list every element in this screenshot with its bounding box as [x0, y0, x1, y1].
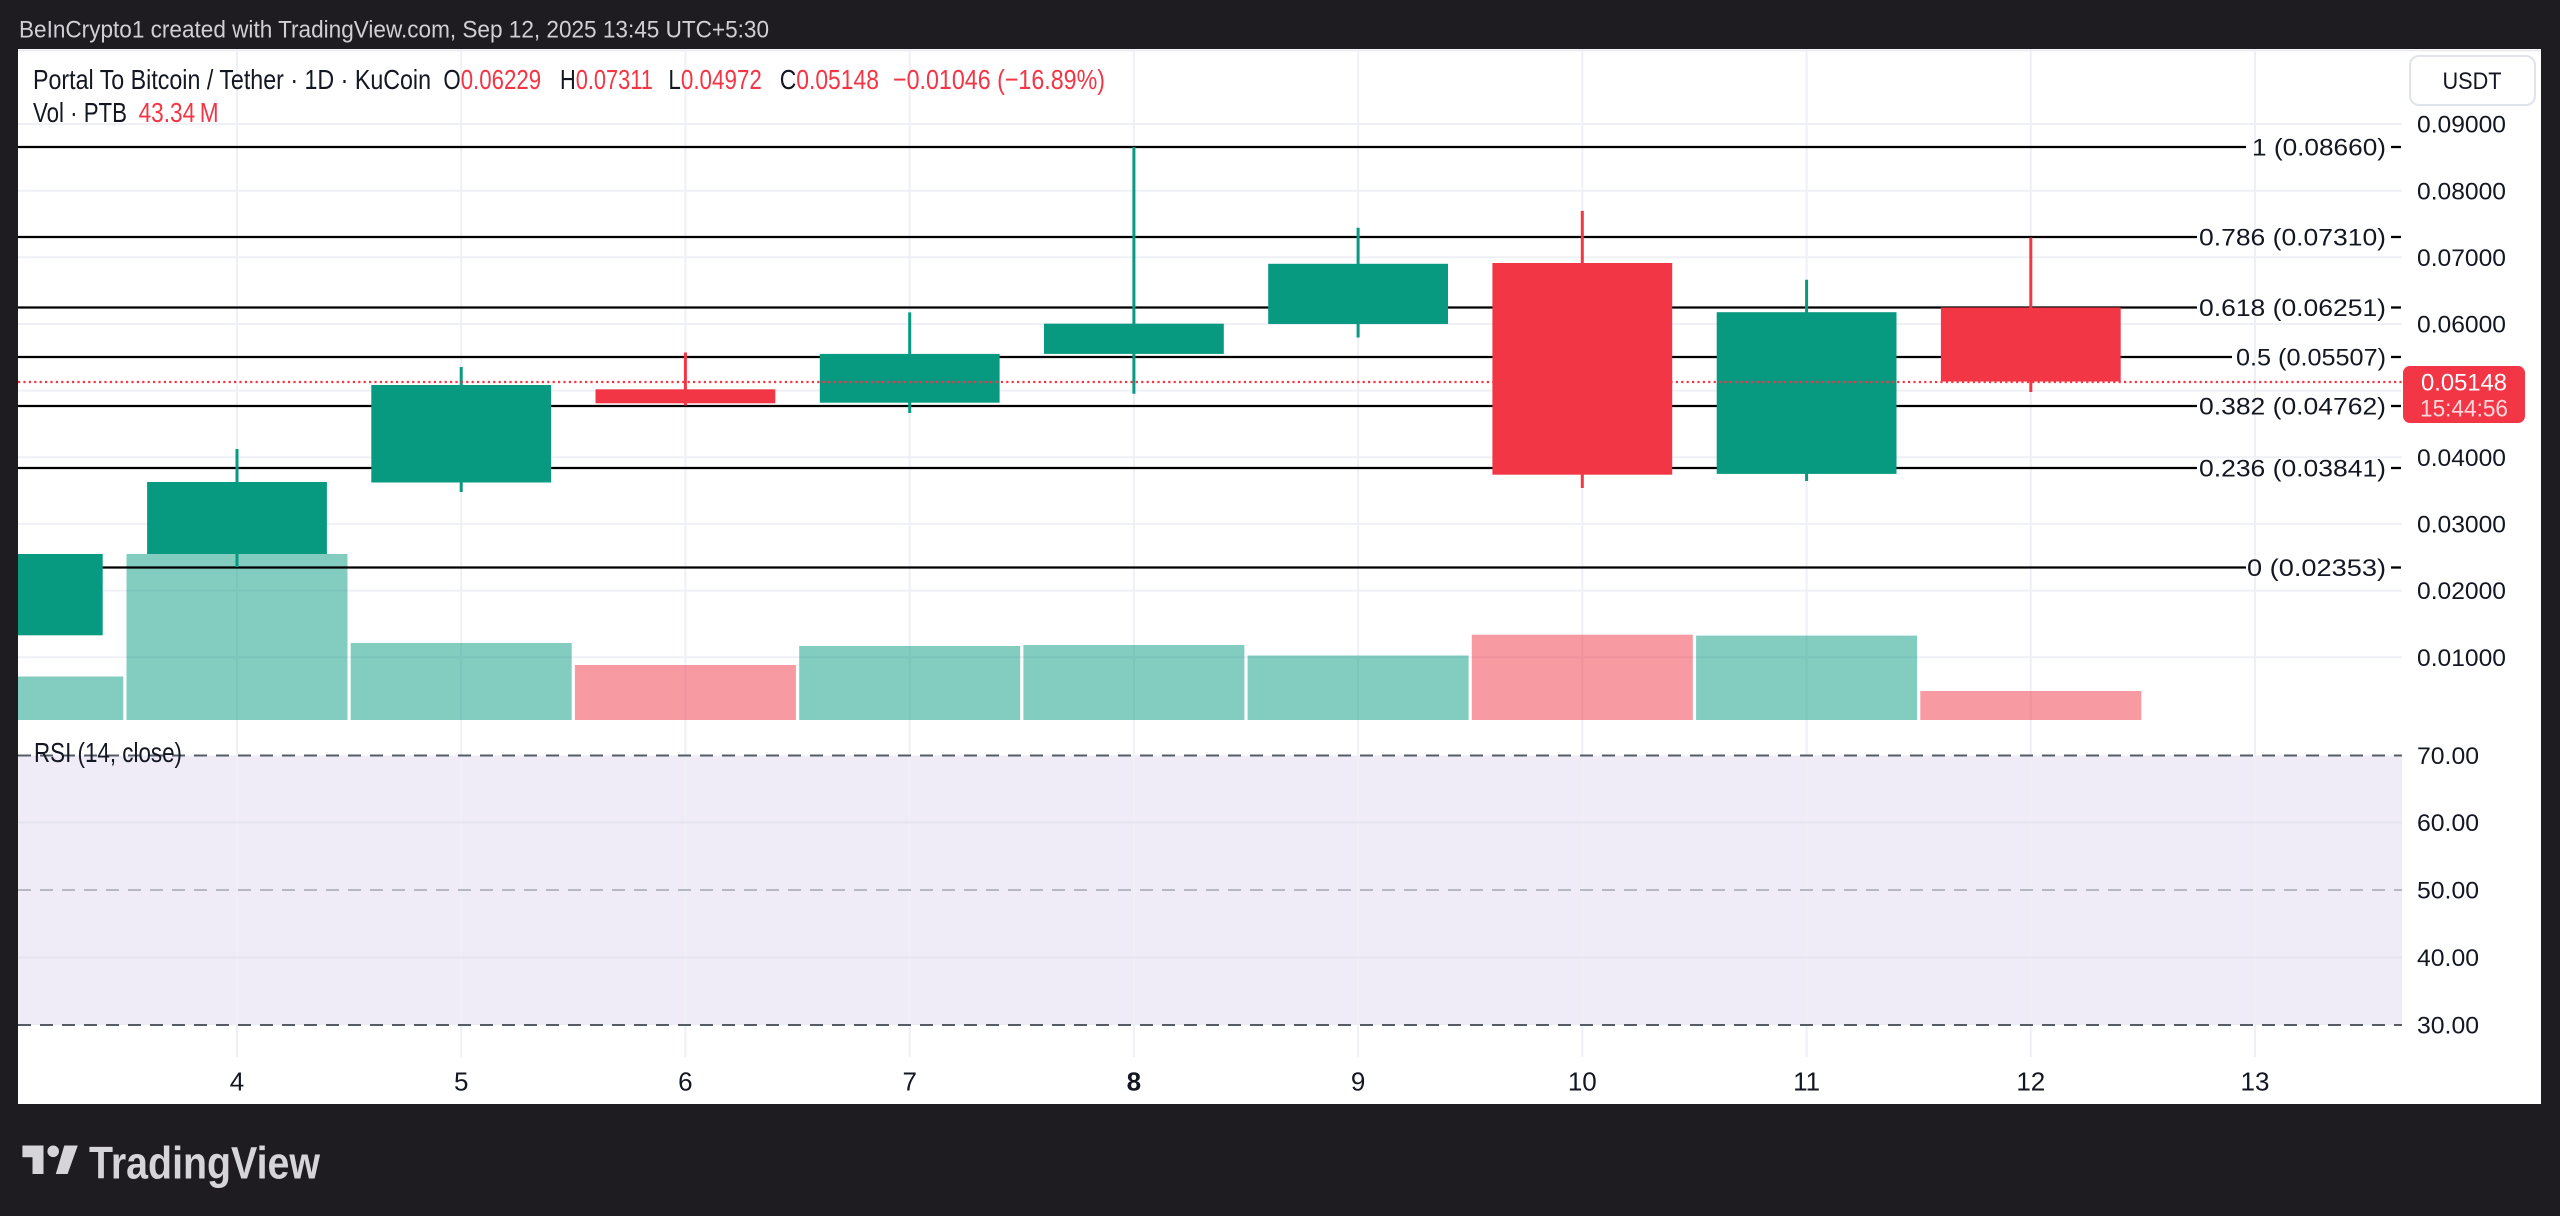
- svg-text:H0.07311: H0.07311: [560, 64, 653, 95]
- svg-text:0.05148: 0.05148: [2421, 370, 2507, 397]
- svg-text:8: 8: [1127, 1067, 1141, 1097]
- svg-text:0.236 (0.03841): 0.236 (0.03841): [2199, 456, 2386, 483]
- svg-text:0.618 (0.06251): 0.618 (0.06251): [2199, 295, 2386, 322]
- svg-text:C0.05148: C0.05148: [780, 64, 879, 95]
- svg-text:0 (0.02353): 0 (0.02353): [2247, 555, 2386, 582]
- svg-text:70.00: 70.00: [2417, 743, 2479, 770]
- svg-text:15:44:56: 15:44:56: [2420, 396, 2508, 423]
- svg-text:43.34 M: 43.34 M: [139, 97, 219, 128]
- svg-text:Portal To Bitcoin / Tether · 1: Portal To Bitcoin / Tether · 1D · KuCoin: [33, 64, 431, 95]
- svg-text:USDT: USDT: [2443, 68, 2502, 95]
- svg-text:11: 11: [1793, 1067, 1820, 1097]
- svg-text:12: 12: [2016, 1067, 2045, 1097]
- svg-text:10: 10: [1568, 1067, 1597, 1097]
- svg-text:4: 4: [230, 1067, 244, 1097]
- svg-text:9: 9: [1351, 1067, 1365, 1097]
- svg-text:50.00: 50.00: [2417, 878, 2479, 905]
- svg-text:L0.04972: L0.04972: [668, 64, 762, 95]
- svg-text:60.00: 60.00: [2417, 810, 2479, 837]
- svg-text:BeInCrypto1 created with Tradi: BeInCrypto1 created with TradingView.com…: [19, 17, 769, 44]
- svg-text:40.00: 40.00: [2417, 945, 2479, 972]
- svg-text:7: 7: [902, 1067, 916, 1097]
- svg-text:0.04000: 0.04000: [2417, 445, 2506, 472]
- svg-text:30.00: 30.00: [2417, 1013, 2479, 1040]
- svg-text:6: 6: [678, 1067, 692, 1097]
- svg-text:RSI (14, close): RSI (14, close): [34, 737, 182, 768]
- svg-text:0.5 (0.05507): 0.5 (0.05507): [2236, 345, 2386, 372]
- svg-text:TradingView: TradingView: [89, 1137, 321, 1188]
- svg-text:0.06000: 0.06000: [2417, 312, 2506, 339]
- svg-text:0.382 (0.04762): 0.382 (0.04762): [2199, 394, 2386, 421]
- svg-text:−0.01046 (−16.89%): −0.01046 (−16.89%): [893, 64, 1105, 95]
- svg-text:0.08000: 0.08000: [2417, 178, 2506, 205]
- svg-text:0.786 (0.07310): 0.786 (0.07310): [2199, 225, 2386, 252]
- svg-text:Vol · PTB: Vol · PTB: [33, 97, 127, 128]
- svg-text:0.07000: 0.07000: [2417, 245, 2506, 272]
- svg-text:0.03000: 0.03000: [2417, 512, 2506, 539]
- svg-text:O0.06229: O0.06229: [443, 64, 541, 95]
- svg-text:13: 13: [2241, 1067, 2270, 1097]
- svg-text:5: 5: [454, 1067, 468, 1097]
- svg-text:0.09000: 0.09000: [2417, 112, 2506, 139]
- svg-text:1 (0.08660): 1 (0.08660): [2252, 135, 2386, 162]
- svg-text:0.02000: 0.02000: [2417, 578, 2506, 605]
- svg-text:0.01000: 0.01000: [2417, 645, 2506, 672]
